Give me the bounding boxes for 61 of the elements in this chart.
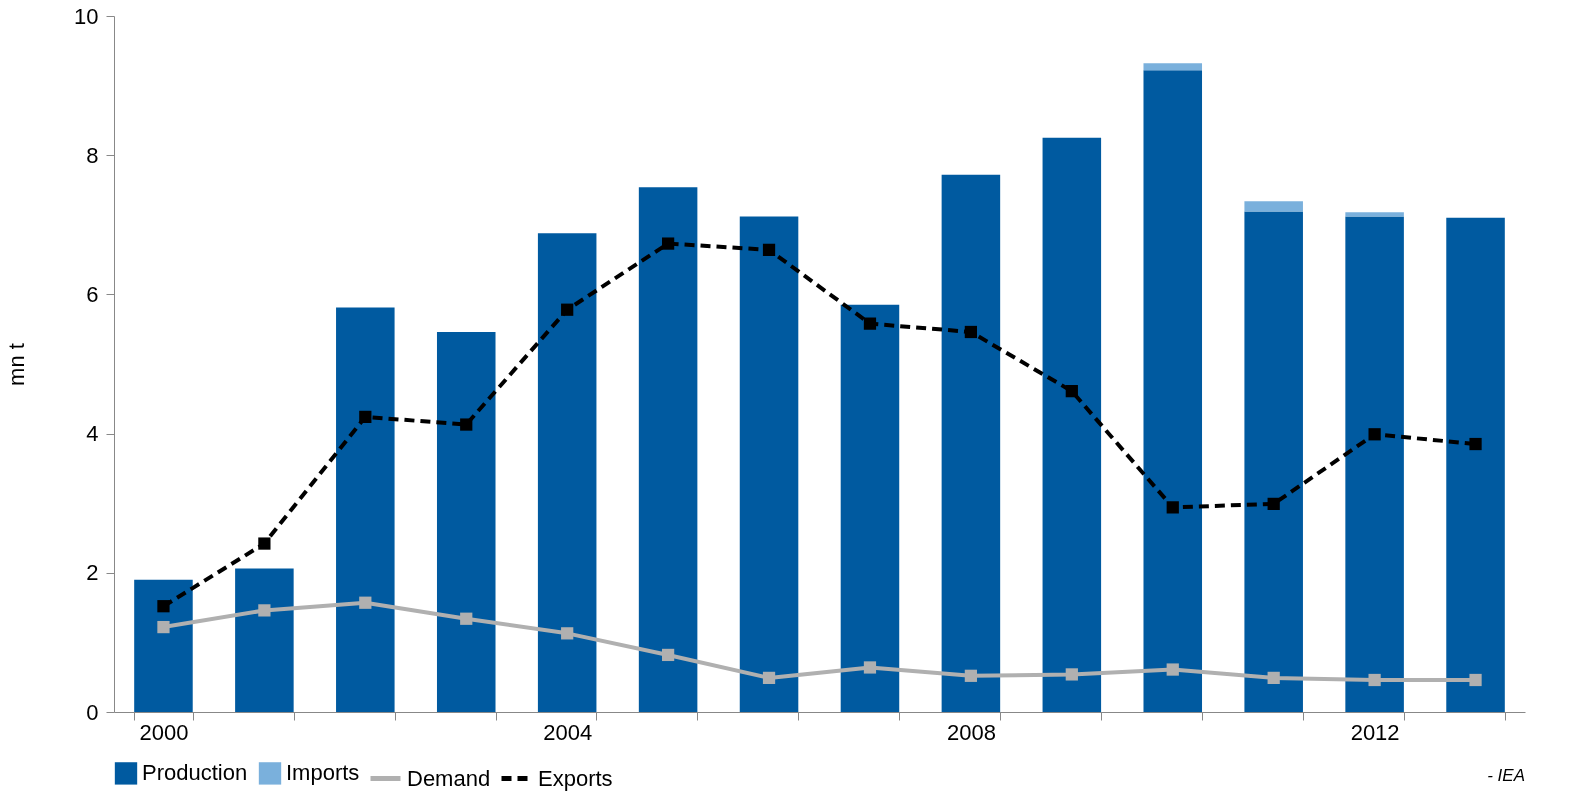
bar — [134, 579, 193, 712]
legend-label: Demand — [407, 765, 491, 791]
point — [863, 661, 877, 674]
point — [460, 612, 473, 625]
bar — [235, 568, 294, 712]
bar — [1042, 137, 1102, 712]
point — [1469, 437, 1482, 451]
point — [1065, 385, 1078, 398]
point — [1368, 428, 1381, 441]
point — [1368, 673, 1381, 687]
point — [561, 627, 574, 640]
bar — [436, 331, 496, 712]
bar — [336, 307, 395, 712]
point — [1166, 663, 1179, 676]
legend-label: Exports — [538, 765, 613, 791]
point — [1267, 497, 1280, 511]
point — [359, 410, 372, 424]
point — [661, 648, 675, 662]
x-tick-label: 2012 — [1350, 719, 1400, 745]
x-tick-label: 2000 — [139, 719, 189, 745]
y-tick-label: 6 — [86, 281, 99, 307]
bar — [1143, 70, 1203, 712]
bar — [1244, 201, 1303, 212]
point — [1166, 501, 1179, 514]
point — [359, 596, 372, 609]
point — [964, 325, 978, 339]
bar — [739, 216, 799, 712]
point — [258, 537, 271, 550]
y-tick-label: 0 — [86, 699, 99, 725]
bar — [941, 174, 1001, 712]
legend-label: Imports — [286, 760, 360, 786]
point — [863, 317, 877, 330]
point — [762, 671, 776, 685]
point — [460, 418, 473, 431]
bar — [638, 187, 698, 712]
y-tick-label: 10 — [74, 3, 99, 29]
legend-label: Production — [142, 760, 248, 786]
point — [157, 620, 170, 634]
bar — [1143, 63, 1203, 71]
point — [258, 604, 271, 617]
bar — [840, 304, 900, 712]
point — [964, 669, 978, 682]
text: - IEA — [1487, 766, 1525, 785]
point — [1469, 673, 1482, 687]
bar — [537, 233, 597, 712]
bar — [1244, 211, 1303, 712]
point — [661, 237, 675, 250]
point — [561, 303, 574, 316]
bar — [1345, 212, 1404, 217]
y-axis-title: mn t — [4, 343, 30, 386]
point — [762, 243, 776, 256]
x-tick-label: 2008 — [946, 719, 996, 745]
point — [157, 600, 170, 613]
y-tick-label: 2 — [86, 560, 99, 586]
point — [1065, 668, 1078, 681]
bar — [1446, 217, 1505, 712]
point — [1267, 671, 1280, 685]
y-tick-label: 8 — [86, 142, 99, 168]
x-tick-label: 2004 — [543, 719, 593, 745]
bar — [1345, 216, 1404, 712]
y-tick-label: 4 — [86, 421, 99, 447]
